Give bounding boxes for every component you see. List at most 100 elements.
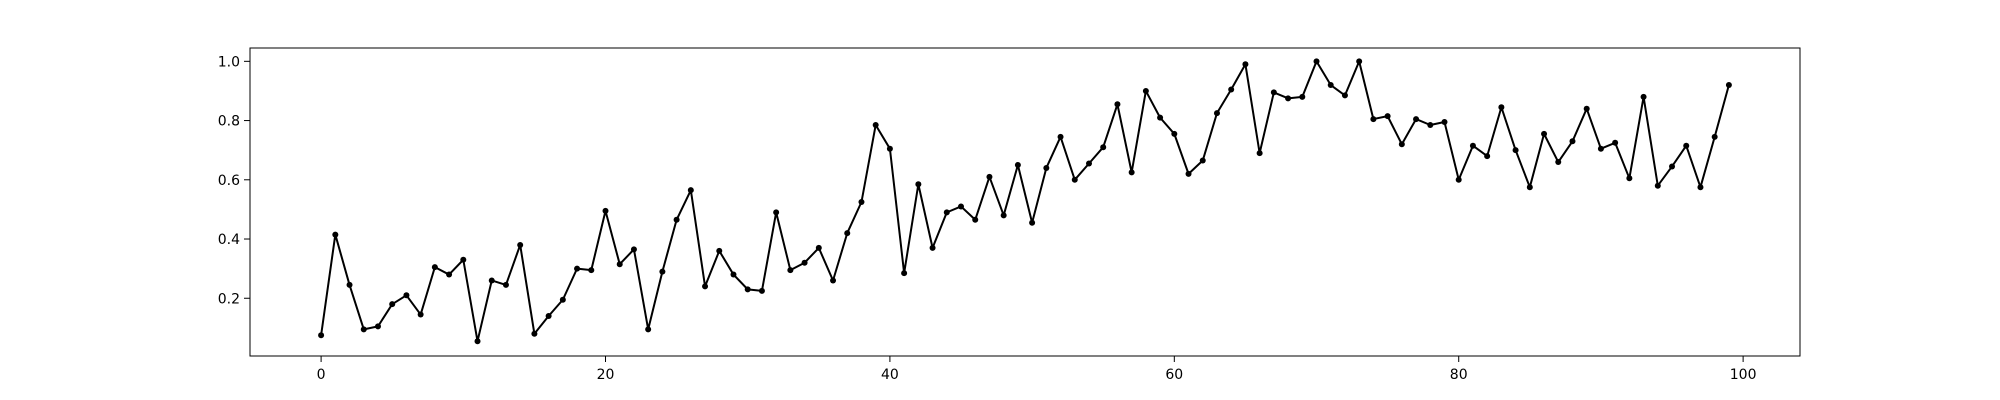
data-point: [687, 187, 694, 194]
data-point: [1711, 133, 1718, 140]
data-point: [1171, 130, 1178, 137]
data-point: [1356, 58, 1363, 65]
x-tick-label: 40: [881, 367, 899, 383]
data-point: [744, 286, 751, 293]
data-point: [730, 271, 737, 278]
data-point: [460, 256, 467, 263]
data-point: [1612, 139, 1619, 146]
data-point: [1270, 89, 1277, 96]
data-point: [929, 244, 936, 251]
x-tick-label: 20: [597, 367, 615, 383]
y-tick-label: 1.0: [218, 54, 240, 70]
data-point: [673, 216, 680, 223]
data-point: [1640, 93, 1647, 100]
data-point: [1341, 92, 1348, 99]
data-point: [787, 267, 794, 274]
data-point: [659, 268, 666, 275]
data-point: [332, 231, 339, 238]
data-point: [1427, 122, 1434, 128]
data-point: [1327, 82, 1334, 89]
data-point: [389, 301, 396, 308]
data-point: [1654, 182, 1661, 189]
data-point: [1128, 169, 1135, 176]
data-point: [1199, 157, 1206, 164]
data-point: [1441, 119, 1448, 126]
data-point: [972, 216, 979, 223]
data-point: [1085, 160, 1092, 167]
data-point: [1469, 142, 1476, 149]
data-point: [943, 209, 950, 216]
data-point: [1384, 113, 1391, 120]
data-point: [1142, 87, 1149, 94]
data-point: [1185, 170, 1192, 177]
x-tick-label: 60: [1165, 367, 1183, 383]
data-point: [1555, 159, 1562, 166]
data-point: [1014, 161, 1021, 168]
x-tick-label: 100: [1730, 367, 1757, 383]
data-point: [1413, 116, 1420, 123]
data-point: [1071, 176, 1078, 183]
y-tick-label: 0.2: [218, 291, 240, 307]
data-point: [1697, 184, 1704, 191]
data-point: [716, 247, 723, 254]
series-line: [320, 60, 1730, 343]
data-point: [1043, 164, 1050, 171]
data-point: [1057, 133, 1064, 140]
data-point: [1725, 82, 1732, 89]
data-point: [318, 332, 325, 339]
data-point: [1597, 145, 1604, 152]
data-point: [1100, 144, 1107, 151]
data-point: [346, 281, 353, 288]
data-point: [431, 264, 438, 271]
data-point: [1398, 141, 1405, 148]
data-point: [360, 326, 367, 333]
data-point: [1000, 212, 1007, 219]
data-point: [474, 338, 481, 345]
data-point: [958, 203, 965, 210]
data-point: [645, 326, 652, 333]
data-point: [417, 311, 424, 318]
data-point: [1256, 150, 1263, 157]
data-point: [403, 292, 410, 299]
data-point: [1299, 93, 1306, 100]
x-axis: 0 20 40 60 80 100: [317, 356, 1757, 383]
y-tick-label: 0.4: [218, 232, 240, 248]
data-point: [801, 259, 808, 266]
data-point: [446, 271, 453, 278]
data-point: [488, 277, 495, 284]
data-point: [1683, 142, 1690, 149]
data-point: [886, 145, 893, 152]
data-point: [1512, 147, 1519, 154]
data-point: [773, 209, 780, 216]
data-point: [517, 241, 524, 248]
data-point: [1242, 61, 1249, 68]
data-point: [374, 323, 381, 330]
data-point: [1526, 184, 1533, 191]
data-point: [602, 207, 609, 214]
data-point: [588, 267, 595, 274]
data-point: [1285, 95, 1292, 102]
data-point: [1029, 219, 1036, 226]
data-point: [1228, 86, 1235, 93]
data-point: [502, 281, 509, 288]
y-axis: 0.2 0.4 0.6 0.8 1.0: [218, 54, 250, 307]
data-point: [1370, 116, 1377, 123]
data-point: [915, 181, 922, 188]
data-point: [1157, 114, 1164, 121]
x-tick-label: 80: [1450, 367, 1468, 383]
data-point: [872, 122, 879, 128]
data-point: [531, 330, 538, 337]
data-point: [1541, 130, 1548, 137]
axes-frame: [249, 47, 1801, 357]
data-point: [616, 261, 623, 268]
data-point: [702, 283, 709, 290]
y-tick-label: 0.6: [218, 173, 240, 189]
x-tick-label: 0: [317, 367, 326, 383]
data-point: [1213, 110, 1220, 117]
data-point: [1114, 101, 1121, 108]
data-point: [1583, 105, 1590, 112]
data-point: [844, 230, 851, 237]
data-point: [858, 199, 865, 205]
data-point: [559, 296, 566, 303]
